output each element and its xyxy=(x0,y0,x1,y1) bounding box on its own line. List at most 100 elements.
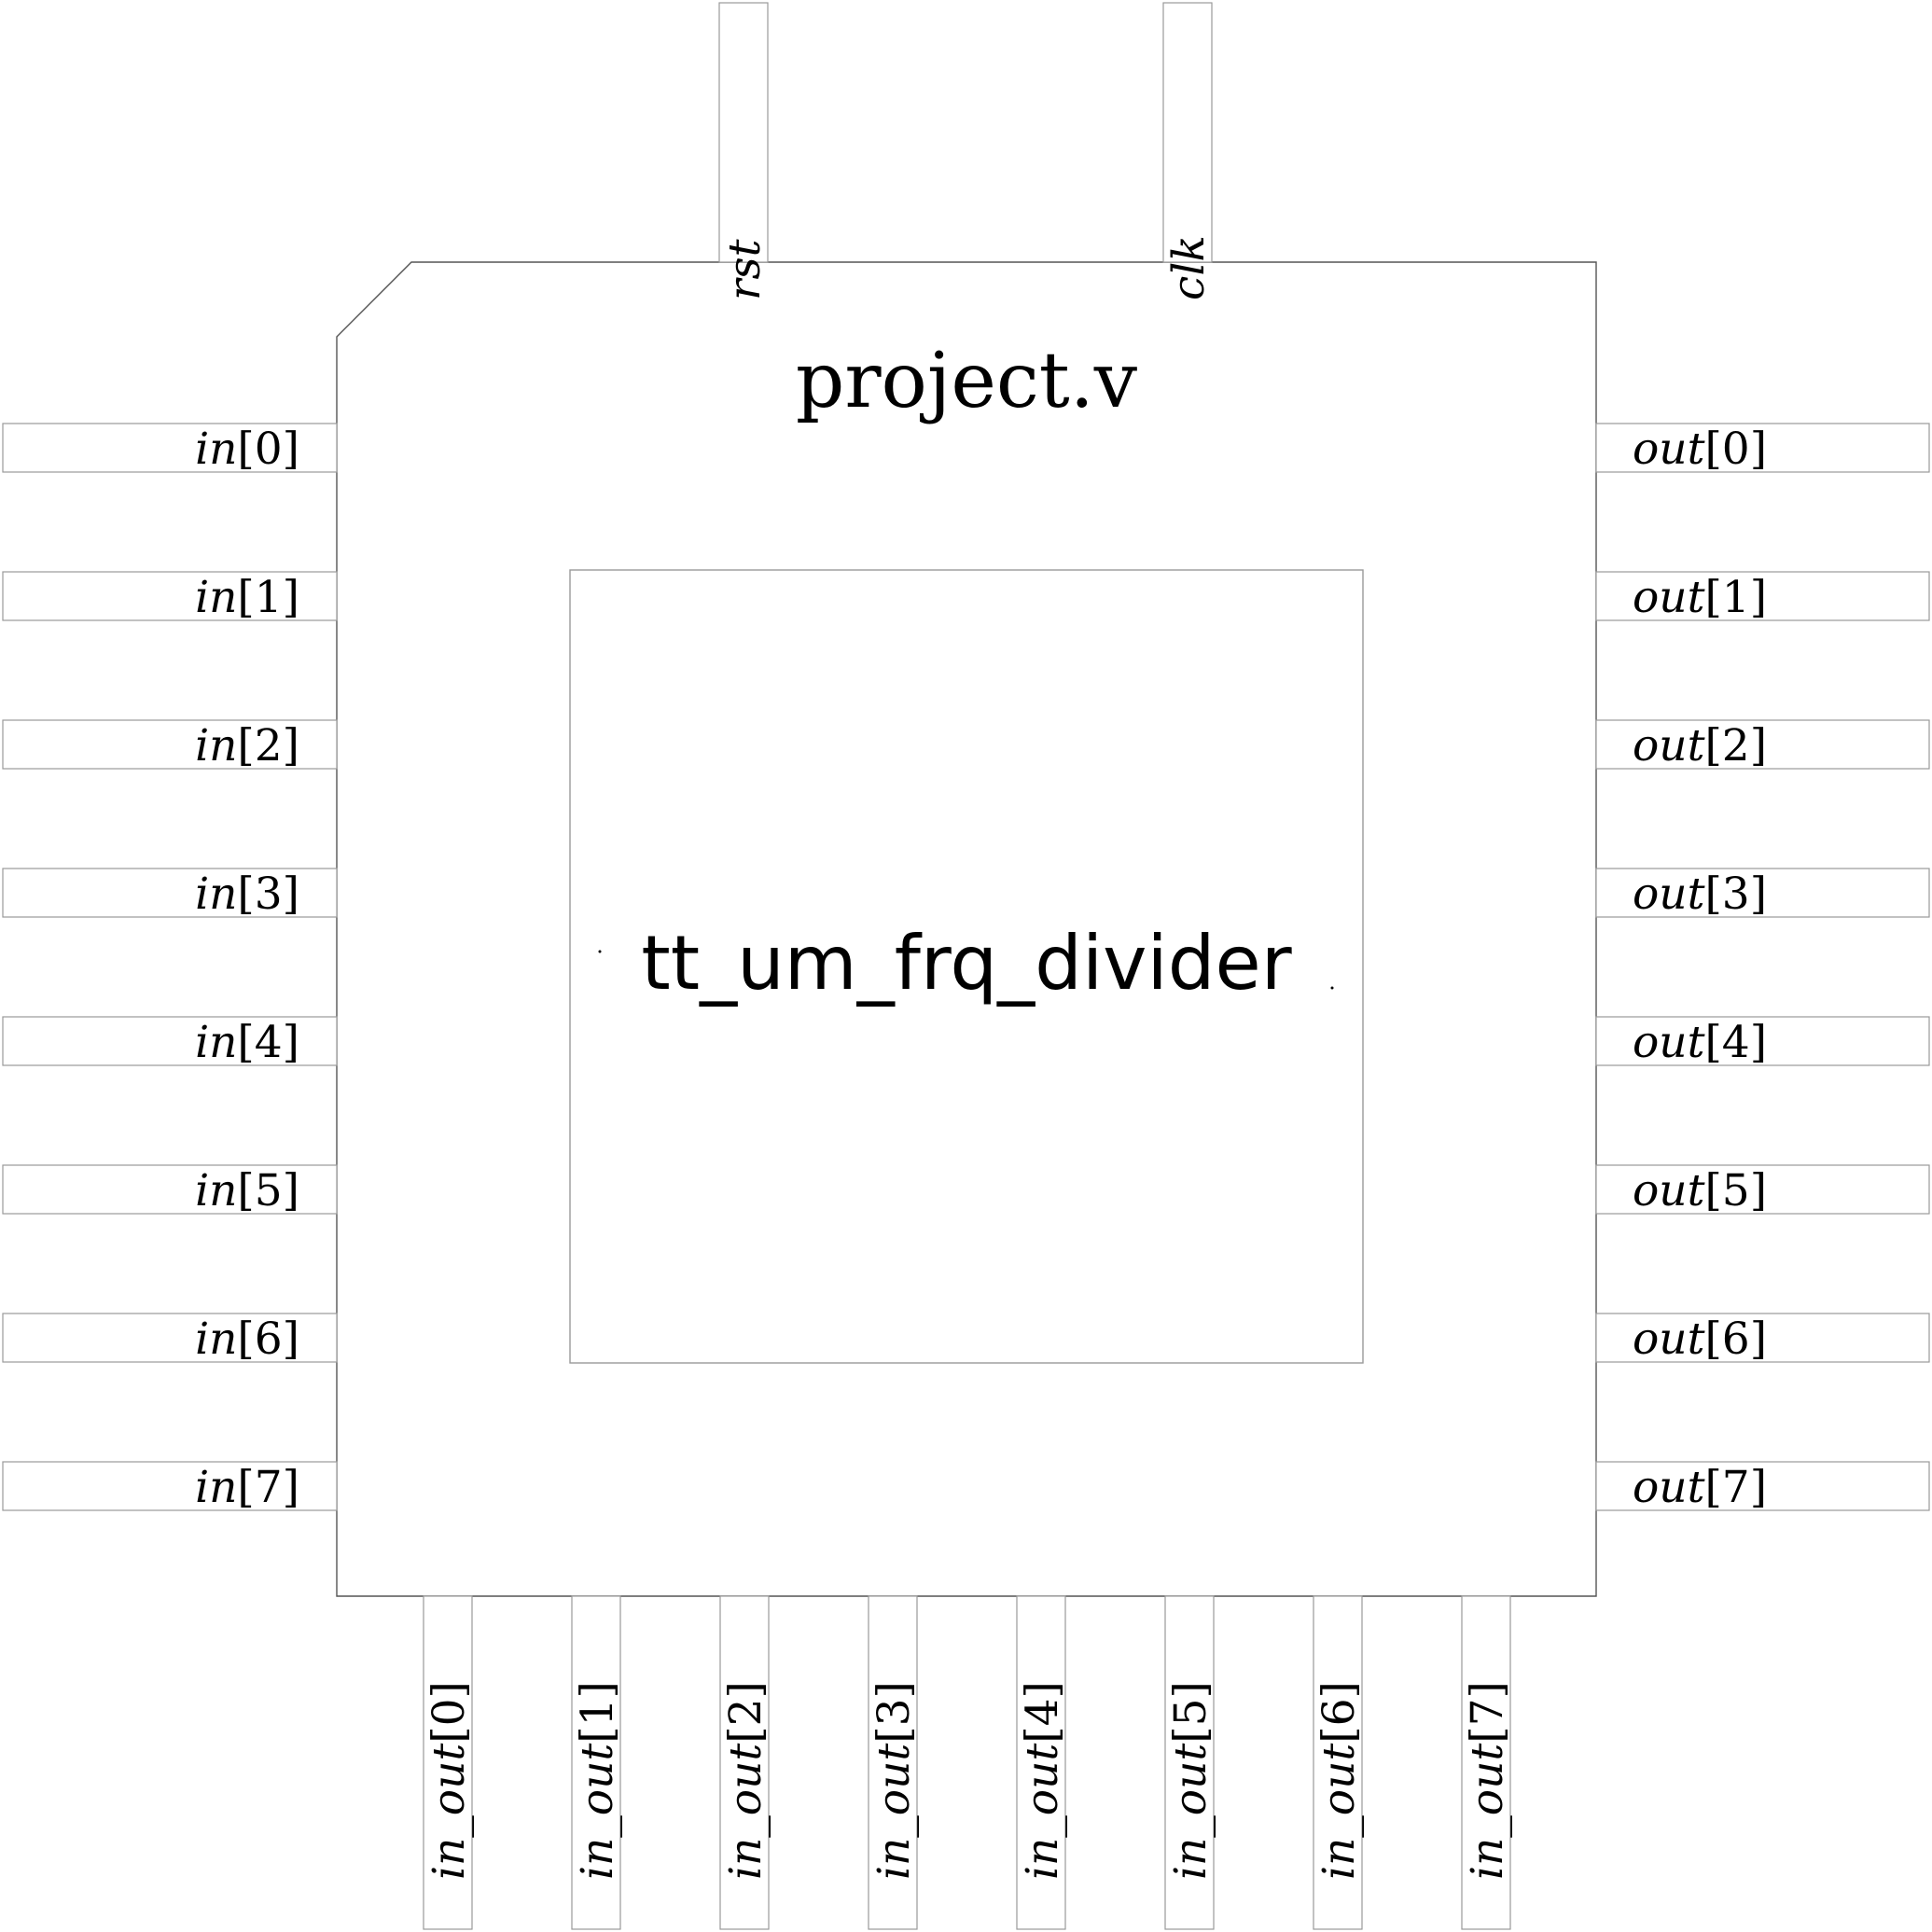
pin-bottom-body xyxy=(1016,1595,1066,1930)
pin-left-1: in[1] xyxy=(2,571,338,623)
pin-index: [6] xyxy=(1704,1313,1767,1365)
pin-name: in xyxy=(195,1462,237,1513)
module-box xyxy=(569,569,1364,1364)
pin-bottom-body xyxy=(423,1595,473,1930)
pin-index: [2] xyxy=(237,720,299,771)
pin-right-7: out[7] xyxy=(1595,1461,1930,1513)
pin-left-body xyxy=(2,1461,338,1511)
pin-left-7: in[7] xyxy=(2,1461,338,1513)
pin-label-right-3: out[3] xyxy=(1633,869,1767,920)
pin-name: out xyxy=(1633,1462,1705,1513)
pin-right-4: out[4] xyxy=(1595,1016,1930,1068)
pin-name: in xyxy=(195,1313,237,1365)
pin-label-bottom-1: in_out[1] xyxy=(572,1681,623,1880)
pin-right-0: out[0] xyxy=(1595,423,1930,475)
pin-label-left-7: in[7] xyxy=(195,1462,299,1513)
pin-index: [7] xyxy=(1704,1462,1767,1513)
pin-bottom-body xyxy=(719,1595,770,1930)
pin-right-body xyxy=(1595,719,1930,770)
pin-name: in xyxy=(195,869,237,920)
pin-label-left-1: in[1] xyxy=(195,572,299,623)
pin-left-4: in[4] xyxy=(2,1016,338,1068)
pin-left-body xyxy=(2,1016,338,1066)
pin-bottom-1: in_out[1] xyxy=(571,1595,623,1930)
pin-bottom-body xyxy=(571,1595,621,1930)
pin-bottom-0: in_out[0] xyxy=(423,1595,475,1930)
pin-label-left-5: in[5] xyxy=(195,1165,299,1216)
pin-bottom-body xyxy=(1461,1595,1511,1930)
pin-label-left-4: in[4] xyxy=(195,1017,299,1068)
pin-label-bottom-4: in_out[4] xyxy=(1017,1681,1068,1880)
pin-index: [3] xyxy=(1704,869,1767,920)
pin-label-right-2: out[2] xyxy=(1633,720,1767,771)
pin-top-body xyxy=(718,2,769,263)
pin-bottom-body xyxy=(868,1595,918,1930)
module-dot-right xyxy=(1330,986,1334,990)
pin-index: [2] xyxy=(1704,720,1767,771)
pin-label-right-6: out[6] xyxy=(1633,1313,1767,1365)
pin-name: in_out xyxy=(1462,1744,1513,1880)
pin-bottom-5: in_out[5] xyxy=(1164,1595,1216,1930)
pin-name: clk xyxy=(1163,235,1215,300)
pin-bottom-6: in_out[6] xyxy=(1313,1595,1365,1930)
pin-right-body xyxy=(1595,1016,1930,1066)
pin-name: in_out xyxy=(424,1744,475,1880)
pin-right-body xyxy=(1595,1313,1930,1363)
pin-index: [3] xyxy=(869,1681,920,1744)
pin-index: [6] xyxy=(237,1313,299,1365)
pin-bottom-body xyxy=(1313,1595,1363,1930)
pin-index: [5] xyxy=(1165,1681,1216,1744)
pin-label-bottom-0: in_out[0] xyxy=(424,1681,475,1880)
pin-bottom-7: in_out[7] xyxy=(1461,1595,1513,1930)
pin-name: out xyxy=(1633,720,1705,771)
pin-index: [0] xyxy=(1704,424,1767,475)
pin-label-right-5: out[5] xyxy=(1633,1165,1767,1216)
pin-right-body xyxy=(1595,571,1930,621)
pin-name: out xyxy=(1633,424,1705,475)
pin-index: [7] xyxy=(237,1462,299,1513)
pin-name: in_out xyxy=(720,1744,771,1880)
pin-bottom-4: in_out[4] xyxy=(1016,1595,1068,1930)
pin-left-body xyxy=(2,868,338,918)
pin-index: [1] xyxy=(237,572,299,623)
pin-name: out xyxy=(1633,1165,1705,1216)
pin-index: [5] xyxy=(1704,1165,1767,1216)
pin-name: in_out xyxy=(1165,1744,1216,1880)
pin-index: [7] xyxy=(1462,1681,1513,1744)
module-dot-left xyxy=(598,950,602,953)
pin-name: out xyxy=(1633,1017,1705,1068)
pin-left-body xyxy=(2,1164,338,1215)
pin-label-left-6: in[6] xyxy=(195,1313,299,1365)
pin-name: in xyxy=(195,1165,237,1216)
pin-name: in xyxy=(195,424,237,475)
pin-label-top-0: rst xyxy=(719,239,771,300)
pin-index: [1] xyxy=(572,1681,623,1744)
pin-right-body xyxy=(1595,1461,1930,1511)
pin-label-bottom-7: in_out[7] xyxy=(1462,1681,1513,1880)
pin-label-left-3: in[3] xyxy=(195,869,299,920)
module-name: tt_um_frq_divider xyxy=(641,920,1291,1007)
pin-label-bottom-2: in_out[2] xyxy=(720,1681,771,1880)
pin-index: [2] xyxy=(720,1681,771,1744)
pin-name: in xyxy=(195,720,237,771)
pin-left-6: in[6] xyxy=(2,1313,338,1365)
pin-left-body xyxy=(2,1313,338,1363)
pin-name: in_out xyxy=(1313,1744,1365,1880)
pin-label-right-1: out[1] xyxy=(1633,572,1767,623)
pin-right-body xyxy=(1595,423,1930,473)
pin-bottom-3: in_out[3] xyxy=(868,1595,920,1930)
pin-index: [5] xyxy=(237,1165,299,1216)
pin-name: in_out xyxy=(572,1744,623,1880)
pin-index: [1] xyxy=(1704,572,1767,623)
pin-label-bottom-6: in_out[6] xyxy=(1313,1681,1365,1880)
pin-bottom-2: in_out[2] xyxy=(719,1595,771,1930)
pin-left-2: in[2] xyxy=(2,719,338,771)
pin-right-body xyxy=(1595,868,1930,918)
pin-label-top-1: clk xyxy=(1163,235,1215,300)
pin-label-left-2: in[2] xyxy=(195,720,299,771)
pin-bottom-body xyxy=(1164,1595,1215,1930)
pin-name: in xyxy=(195,1017,237,1068)
pin-index: [3] xyxy=(237,869,299,920)
pin-left-body xyxy=(2,571,338,621)
